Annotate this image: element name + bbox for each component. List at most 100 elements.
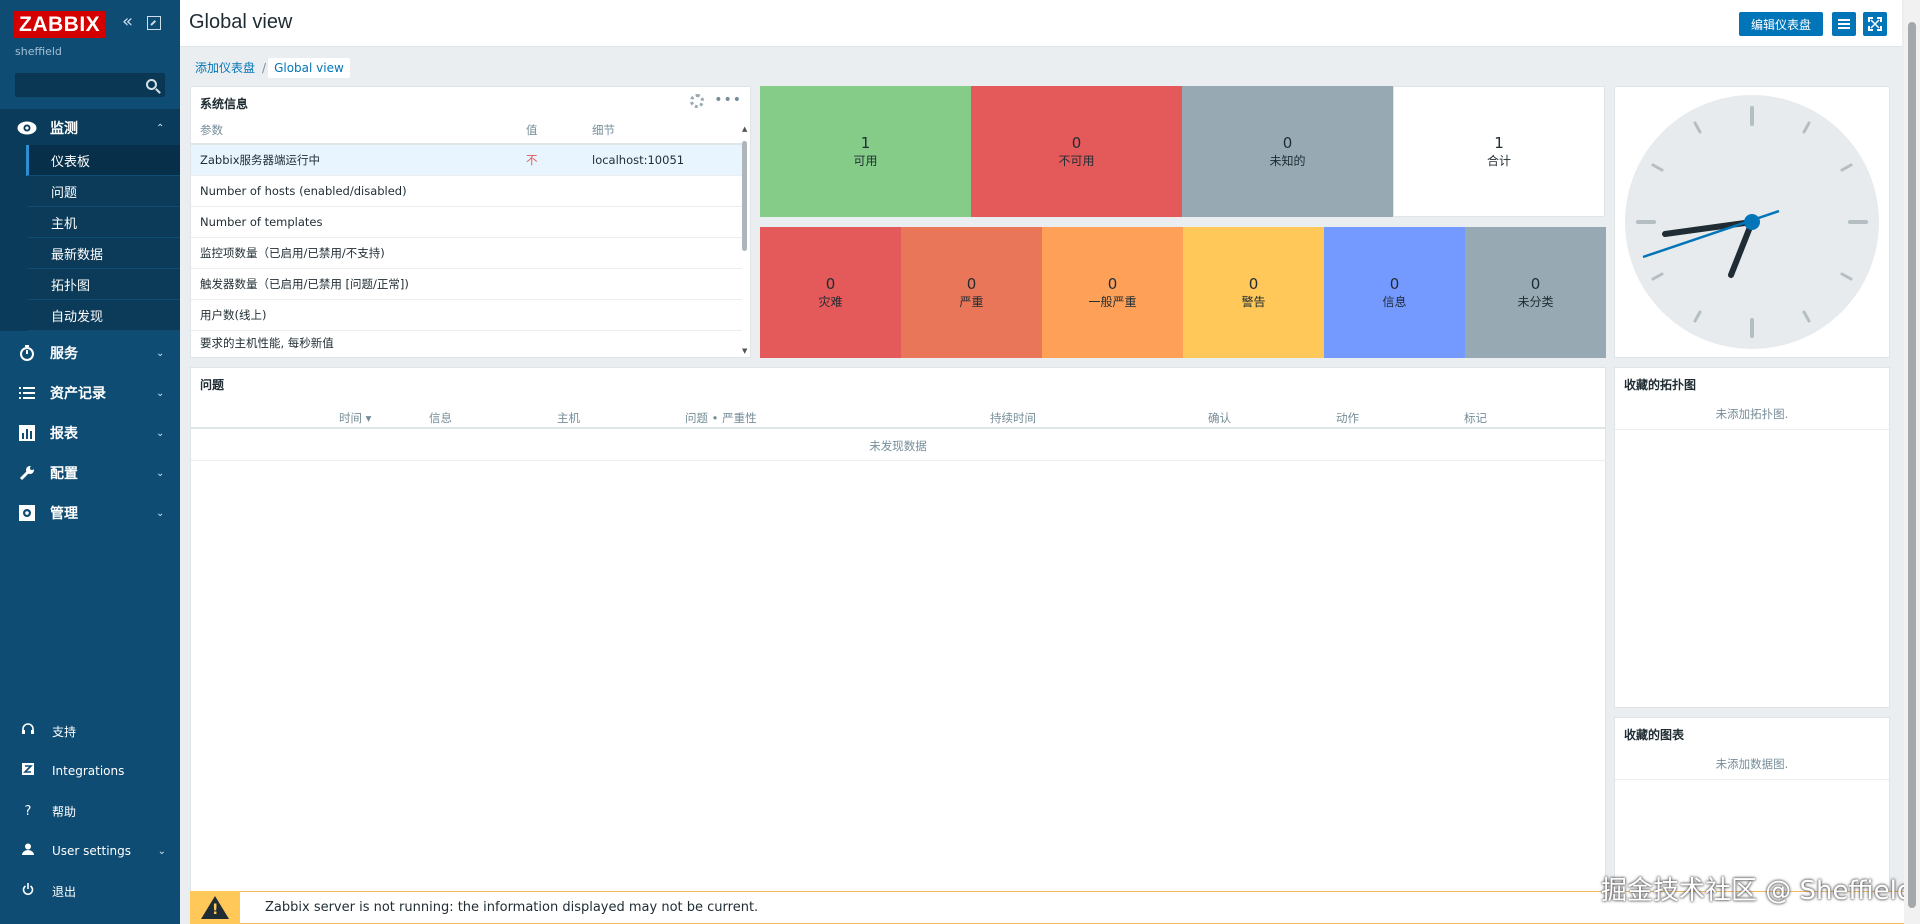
warning-icon	[201, 896, 229, 919]
monitoring-submenu: 仪表板 问题 主机 最新数据 拓扑图 自动发现	[0, 145, 180, 331]
column-header-time[interactable]: 时间 ▾	[339, 411, 372, 425]
severity-warning[interactable]: 0 警告	[1183, 227, 1324, 358]
tile-count: 1	[860, 133, 871, 152]
submenu-item-problems[interactable]: 问题	[26, 176, 180, 207]
edit-dashboard-button[interactable]: 编辑仪表盘	[1739, 12, 1823, 36]
table-header: 参数 值 细节	[191, 117, 742, 145]
tile-count: 0	[966, 274, 977, 293]
search-input[interactable]	[16, 74, 136, 96]
submenu-item-dashboard[interactable]: 仪表板	[26, 145, 180, 176]
table-row: 用户数(线上)	[191, 300, 742, 331]
menu-label: 帮助	[52, 804, 77, 819]
user-icon	[21, 843, 35, 859]
table-row: Number of templates	[191, 207, 742, 238]
menu-label: 支持	[52, 724, 77, 739]
menu-administration[interactable]: 管理 ⌄	[0, 494, 180, 532]
empty-state: 未添加拓扑图.	[1615, 398, 1889, 430]
system-info-widget: 系统信息 ••• 参数 值 细节 Zabbix服务器端运行中 不 localho…	[190, 86, 751, 358]
table-row: 监控项数量（已启用/已禁用/不支持)	[191, 238, 742, 269]
scrollbar-thumb[interactable]	[1908, 22, 1916, 908]
param-cell: Number of templates	[200, 215, 323, 229]
breadcrumb: 添加仪表盘 / Global view	[190, 56, 350, 79]
empty-state: 未添加数据图.	[1615, 748, 1889, 780]
menu-label: 监测	[50, 121, 78, 137]
severity-information[interactable]: 0 信息	[1324, 227, 1465, 358]
widget-tools: •••	[690, 92, 742, 108]
menu-configuration[interactable]: 配置 ⌄	[0, 454, 180, 492]
availability-unknown[interactable]: 0 未知的	[1182, 86, 1393, 217]
param-cell: 用户数(线上)	[200, 308, 267, 322]
tile-count: 0	[1071, 133, 1082, 152]
breadcrumb-parent[interactable]: 添加仪表盘	[195, 61, 256, 75]
warning-icon-box	[190, 891, 240, 924]
menu-inventory[interactable]: 资产记录 ⌄	[0, 374, 180, 412]
param-cell: 触发器数量（已启用/已禁用 [问题/正常])	[200, 277, 409, 291]
favorite-graphs-widget: 收藏的图表 未添加数据图.	[1614, 717, 1890, 924]
menu-label: Integrations	[52, 764, 125, 778]
scroll-up-icon[interactable]: ▲	[742, 125, 748, 133]
tile-label: 未分类	[1517, 294, 1554, 309]
widget-title: 收藏的图表	[1624, 728, 1685, 742]
widget-scrollbar[interactable]: ▲ ▼	[742, 125, 748, 355]
breadcrumb-current[interactable]: Global view	[268, 57, 350, 78]
menu-support[interactable]: 支持	[0, 713, 180, 749]
availability-unavailable[interactable]: 0 不可用	[971, 86, 1182, 217]
menu-integrations[interactable]: Integrations	[0, 753, 180, 789]
submenu-item-latest-data[interactable]: 最新数据	[26, 238, 180, 269]
server-name: sheffield	[15, 45, 62, 58]
menu-sign-out[interactable]: 退出	[0, 873, 180, 909]
severity-not-classified[interactable]: 0 未分类	[1465, 227, 1606, 358]
zabbix-logo[interactable]: ZABBIX	[14, 11, 106, 38]
column-header-host: 主机	[557, 411, 580, 425]
question-icon: ?	[24, 803, 32, 819]
tile-label: 合计	[1486, 153, 1511, 168]
menu-label: 资产记录	[50, 386, 106, 402]
submenu-item-discovery[interactable]: 自动发现	[26, 300, 180, 331]
kiosk-mode-icon[interactable]	[147, 16, 161, 30]
menu-monitoring[interactable]: 监测 ⌃	[0, 109, 180, 147]
menu-label: 服务	[50, 346, 78, 362]
column-header: 参数	[200, 123, 223, 137]
scrollbar-thumb[interactable]	[742, 141, 747, 251]
search-icon[interactable]	[146, 79, 157, 90]
tile-count: 1	[1494, 133, 1504, 152]
submenu-item-maps[interactable]: 拓扑图	[26, 269, 180, 300]
menu-services[interactable]: 服务 ⌄	[0, 334, 180, 372]
dashboard-menu-button[interactable]	[1832, 12, 1856, 36]
severity-disaster[interactable]: 0 灾难	[760, 227, 901, 358]
param-cell: Number of hosts (enabled/disabled)	[200, 184, 407, 198]
menu-help[interactable]: ? 帮助	[0, 793, 180, 829]
widget-title: 系统信息	[200, 97, 249, 111]
menu-user-settings[interactable]: User settings ⌄	[0, 833, 180, 869]
favorite-maps-widget: 收藏的拓扑图 未添加拓扑图.	[1614, 367, 1890, 708]
system-info-table: 参数 值 细节 Zabbix服务器端运行中 不 localhost:10051 …	[191, 117, 742, 351]
page-header: Global view 编辑仪表盘	[180, 0, 1902, 47]
clock-icon	[17, 344, 37, 362]
severity-average[interactable]: 0 一般严重	[1042, 227, 1183, 358]
gear-icon[interactable]	[690, 94, 705, 108]
scroll-down-icon[interactable]: ▼	[742, 347, 748, 355]
chevron-up-icon: ⌃	[156, 122, 165, 134]
tile-label: 未知的	[1269, 153, 1306, 168]
z-icon	[21, 763, 35, 779]
column-header-duration: 持续时间	[990, 411, 1036, 425]
problems-table-header: 时间 ▾ 信息 主机 问题 • 严重性 持续时间 确认 动作 标记	[191, 405, 1605, 429]
fullscreen-button[interactable]	[1863, 12, 1887, 36]
chevron-down-icon: ⌄	[156, 347, 165, 359]
page-scrollbar[interactable]	[1904, 0, 1920, 924]
param-cell: Zabbix服务器端运行中	[200, 153, 321, 167]
column-header-ack: 确认	[1208, 411, 1231, 425]
wrench-icon	[17, 464, 37, 482]
tile-label: 灾难	[818, 294, 843, 309]
chevron-down-icon: ⌄	[156, 427, 165, 439]
collapse-sidebar-icon[interactable]: «	[122, 11, 134, 32]
submenu-item-hosts[interactable]: 主机	[26, 207, 180, 238]
availability-available[interactable]: 1 可用	[760, 86, 971, 217]
menu-reports[interactable]: 报表 ⌄	[0, 414, 180, 452]
chart-icon	[17, 424, 37, 442]
more-icon[interactable]: •••	[714, 92, 742, 108]
tile-count: 0	[1107, 274, 1118, 293]
severity-high[interactable]: 0 严重	[901, 227, 1042, 358]
sidebar-search	[15, 73, 165, 97]
availability-total[interactable]: 1 合计	[1393, 86, 1605, 217]
